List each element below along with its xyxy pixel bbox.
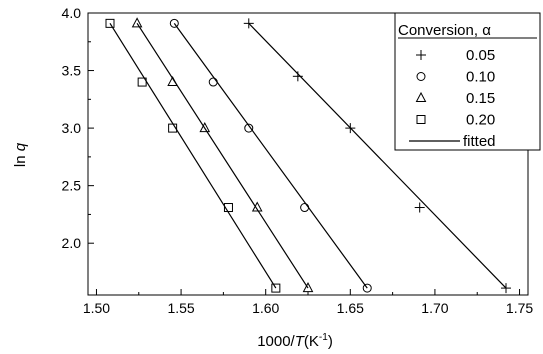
data-point-0.05 bbox=[243, 18, 254, 29]
legend-label-0.05: 0.05 bbox=[466, 47, 495, 64]
data-point-0.20-shape bbox=[105, 18, 115, 28]
series-0.10 bbox=[169, 18, 372, 293]
data-point-0.15-shape bbox=[167, 75, 178, 87]
legend-marker-0.20 bbox=[416, 115, 426, 124]
legend-marker-0.10 bbox=[416, 72, 426, 81]
data-point-0.10-shape bbox=[300, 203, 310, 213]
data-point-0.15 bbox=[199, 122, 211, 133]
y-axis-label-var: q bbox=[12, 142, 29, 151]
legend-items: 0.05 0.10 0.15 0.20 bbox=[415, 47, 495, 129]
x-tick-label: 1.70 bbox=[421, 300, 448, 316]
y-axis-label-prefix: ln bbox=[12, 151, 29, 167]
legend-marker-0.05 bbox=[416, 50, 426, 60]
fit-line-0.15 bbox=[136, 23, 309, 289]
data-point-0.10 bbox=[300, 203, 310, 213]
series-0.05 bbox=[243, 18, 511, 294]
y-axis-ticks: 2.0 2.5 3.0 3.5 4.0 bbox=[62, 5, 94, 251]
data-point-0.10 bbox=[169, 18, 179, 28]
fit-line-0.20 bbox=[109, 23, 277, 289]
data-point-0.20 bbox=[271, 283, 281, 293]
data-point-0.10-shape bbox=[208, 77, 218, 87]
data-point-0.15 bbox=[302, 282, 314, 293]
data-point-0.10 bbox=[362, 283, 372, 293]
data-point-0.10-shape bbox=[244, 123, 254, 133]
series-0.15 bbox=[131, 17, 314, 293]
data-point-0.15 bbox=[167, 75, 178, 87]
legend-label-0.10: 0.10 bbox=[466, 69, 495, 86]
y-tick-label: 3.5 bbox=[62, 63, 82, 79]
data-point-0.20-shape bbox=[168, 123, 178, 133]
legend-marker-0.10-shape bbox=[416, 72, 426, 81]
data-point-0.10-shape bbox=[169, 18, 179, 28]
legend-label-0.20: 0.20 bbox=[466, 112, 495, 129]
data-point-0.10-shape bbox=[362, 283, 372, 293]
legend-fitted-label: fitted bbox=[463, 133, 496, 150]
data-point-0.20 bbox=[223, 203, 233, 213]
data-point-0.10 bbox=[208, 77, 218, 87]
legend-label-0.15: 0.15 bbox=[466, 90, 495, 107]
y-tick-label: 3.0 bbox=[62, 120, 82, 136]
x-tick-label: 1.65 bbox=[337, 300, 364, 316]
x-axis-label-var: T bbox=[295, 333, 306, 350]
x-tick-label: 1.60 bbox=[252, 300, 279, 316]
x-axis-label-prefix: 1000/ bbox=[257, 333, 295, 350]
x-axis-label: 1000/T(K-1) bbox=[257, 332, 333, 350]
x-axis-label-unit: (K bbox=[304, 333, 319, 350]
plot-content bbox=[105, 17, 511, 294]
fit-line-0.05 bbox=[248, 22, 507, 289]
data-point-0.20 bbox=[105, 18, 115, 28]
legend-marker-0.15-shape bbox=[415, 91, 427, 102]
data-point-0.20 bbox=[137, 77, 147, 87]
data-point-0.15 bbox=[131, 17, 143, 28]
data-point-0.05 bbox=[501, 283, 511, 294]
data-point-0.20-shape bbox=[137, 77, 147, 87]
legend-marker-0.20-shape bbox=[416, 115, 426, 124]
x-tick-label: 1.55 bbox=[167, 300, 194, 316]
legend: Conversion, α 0.05 0.10 0.15 0.20 fitted bbox=[394, 12, 541, 151]
x-axis-ticks: 1.50 1.55 1.60 1.65 1.70 1.75 bbox=[83, 289, 533, 316]
legend-title: Conversion, α bbox=[398, 22, 491, 39]
data-point-0.20-shape bbox=[223, 203, 233, 213]
data-point-0.05 bbox=[345, 123, 356, 134]
data-point-0.20 bbox=[168, 123, 178, 133]
series-0.20 bbox=[105, 18, 281, 293]
y-axis-label: ln q bbox=[12, 142, 29, 167]
legend-box bbox=[394, 12, 541, 151]
data-point-0.10 bbox=[244, 123, 254, 133]
x-tick-label: 1.75 bbox=[506, 300, 533, 316]
y-tick-label: 4.0 bbox=[62, 5, 82, 21]
data-point-0.15-shape bbox=[131, 17, 143, 28]
data-point-0.15-shape bbox=[199, 122, 211, 133]
data-point-0.15-shape bbox=[302, 282, 314, 293]
y-tick-label: 2.0 bbox=[62, 235, 82, 251]
x-axis-label-close: ) bbox=[328, 333, 333, 350]
data-point-0.20-shape bbox=[271, 283, 281, 293]
data-point-0.15 bbox=[251, 201, 263, 212]
x-axis-label-exponent: -1 bbox=[319, 332, 328, 343]
fit-line-0.10 bbox=[173, 23, 368, 289]
x-tick-label: 1.50 bbox=[83, 300, 110, 316]
y-tick-label: 2.5 bbox=[62, 178, 82, 194]
legend-marker-0.15 bbox=[415, 91, 427, 102]
data-point-0.05 bbox=[414, 202, 425, 213]
data-point-0.05 bbox=[292, 71, 303, 82]
data-point-0.15-shape bbox=[251, 201, 263, 212]
